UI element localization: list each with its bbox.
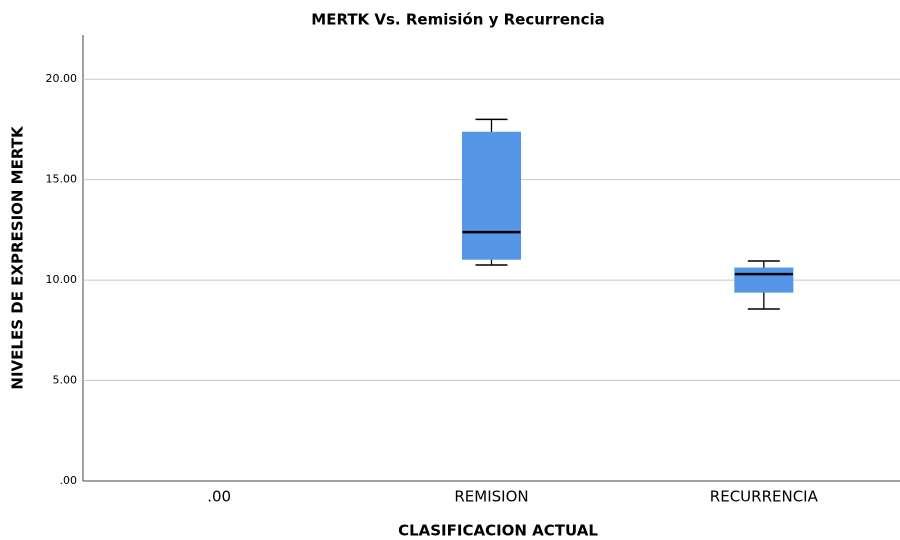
y-axis-title: NIVELES DE EXPRESION MERTK [9,125,27,390]
box [462,131,521,260]
y-tick-label: 5.00 [53,374,78,387]
y-tick-label: 20.00 [46,72,78,85]
chart-title: MERTK Vs. Remisión y Recurrencia [311,11,604,29]
x-axis-title: CLASIFICACION ACTUAL [398,522,598,540]
y-tick-label: 10.00 [46,273,78,286]
x-tick-label: REMISION [454,488,528,506]
x-tick-label: .00 [207,488,231,506]
y-tick-label: .00 [60,474,78,487]
x-tick-label: RECURRENCIA [710,488,819,506]
y-tick-label: 15.00 [46,173,78,186]
box [734,267,794,293]
